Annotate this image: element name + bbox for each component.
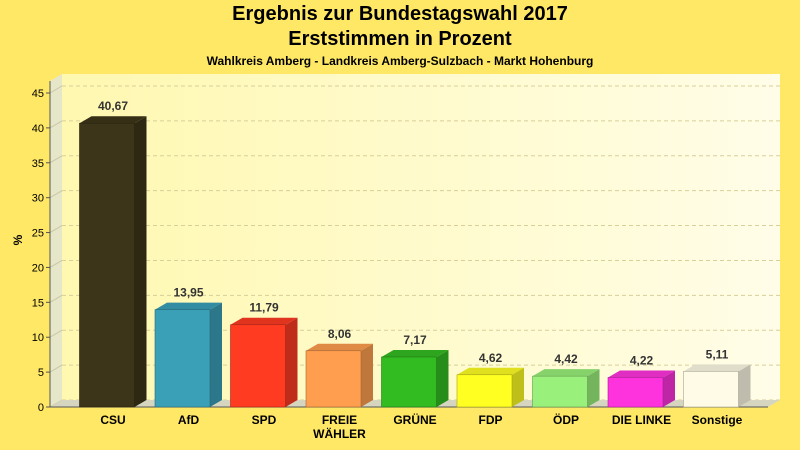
bar-side bbox=[663, 370, 675, 407]
bar bbox=[79, 122, 135, 408]
gridline-side bbox=[49, 225, 63, 233]
chart-subtitle: Erststimmen in Prozent bbox=[288, 28, 512, 50]
bar bbox=[305, 350, 362, 408]
bar-top bbox=[532, 369, 600, 377]
x-tick-label: SPD bbox=[252, 413, 277, 427]
bar bbox=[381, 356, 437, 408]
gridline-side bbox=[49, 155, 63, 164]
gridline-side bbox=[49, 364, 63, 373]
bar-top bbox=[155, 302, 222, 310]
bar-side bbox=[285, 317, 298, 407]
gridline-side bbox=[49, 260, 63, 268]
data-label: 4,22 bbox=[630, 354, 654, 368]
y-tick-label: 35 bbox=[32, 158, 44, 170]
gridline-side bbox=[49, 294, 63, 303]
gridline-side bbox=[49, 85, 63, 94]
data-label: 40,67 bbox=[98, 99, 128, 113]
bar-top bbox=[381, 349, 449, 357]
bar-side bbox=[134, 116, 147, 407]
bar-top bbox=[230, 317, 298, 325]
bar-top bbox=[79, 116, 147, 124]
bar-top bbox=[306, 343, 373, 351]
bar-side bbox=[587, 369, 600, 407]
bar bbox=[230, 324, 286, 408]
data-label: 4,42 bbox=[554, 352, 578, 366]
x-tick-label: GRÜNE bbox=[393, 412, 436, 427]
bar-side bbox=[210, 302, 222, 407]
bar-top bbox=[683, 364, 751, 372]
bar bbox=[456, 374, 513, 408]
bar-side bbox=[436, 349, 449, 407]
bar bbox=[154, 309, 211, 408]
x-tick-label: CSU bbox=[100, 413, 125, 427]
y-tick-label: 5 bbox=[38, 367, 44, 379]
data-label: 4,62 bbox=[479, 351, 503, 365]
y-tick-label: 20 bbox=[32, 262, 44, 274]
gridline-side bbox=[49, 329, 63, 338]
y-tick-label: 0 bbox=[38, 402, 44, 414]
data-label: 13,95 bbox=[173, 286, 203, 300]
y-tick-label: 25 bbox=[32, 228, 44, 240]
data-label: 7,17 bbox=[403, 333, 427, 347]
x-tick-label: WÄHLER bbox=[313, 426, 366, 441]
chart-title: Ergebnis zur Bundestagswahl 2017 bbox=[232, 3, 568, 25]
bar bbox=[532, 375, 588, 408]
bar-top bbox=[457, 367, 524, 375]
bar bbox=[683, 371, 739, 408]
y-tick-label: 10 bbox=[32, 332, 44, 344]
bar-side bbox=[512, 367, 524, 407]
x-tick-label: AfD bbox=[178, 413, 200, 427]
y-axis-label: % bbox=[11, 234, 25, 245]
bar bbox=[607, 377, 664, 408]
data-label: 5,11 bbox=[706, 347, 729, 361]
x-tick-label: FREIE bbox=[322, 413, 357, 427]
chart-constituency: Wahlkreis Amberg - Landkreis Amberg-Sulz… bbox=[206, 54, 594, 68]
x-tick-label: Sonstige bbox=[692, 413, 743, 427]
bar-side bbox=[738, 364, 751, 407]
gridline-side bbox=[49, 120, 63, 129]
y-tick-label: 30 bbox=[32, 193, 44, 205]
data-label: 8,06 bbox=[328, 327, 352, 341]
y-tick-label: 15 bbox=[32, 297, 44, 309]
y-tick-label: 45 bbox=[32, 88, 44, 100]
bar-top bbox=[608, 370, 675, 378]
x-tick-label: FDP bbox=[479, 413, 503, 427]
x-tick-label: DIE LINKE bbox=[612, 413, 671, 427]
bar-side bbox=[361, 343, 373, 407]
y-tick-label: 40 bbox=[32, 123, 44, 135]
x-tick-label: ÖDP bbox=[553, 412, 579, 427]
gridline-side bbox=[49, 190, 63, 199]
data-label: 11,79 bbox=[249, 301, 279, 315]
